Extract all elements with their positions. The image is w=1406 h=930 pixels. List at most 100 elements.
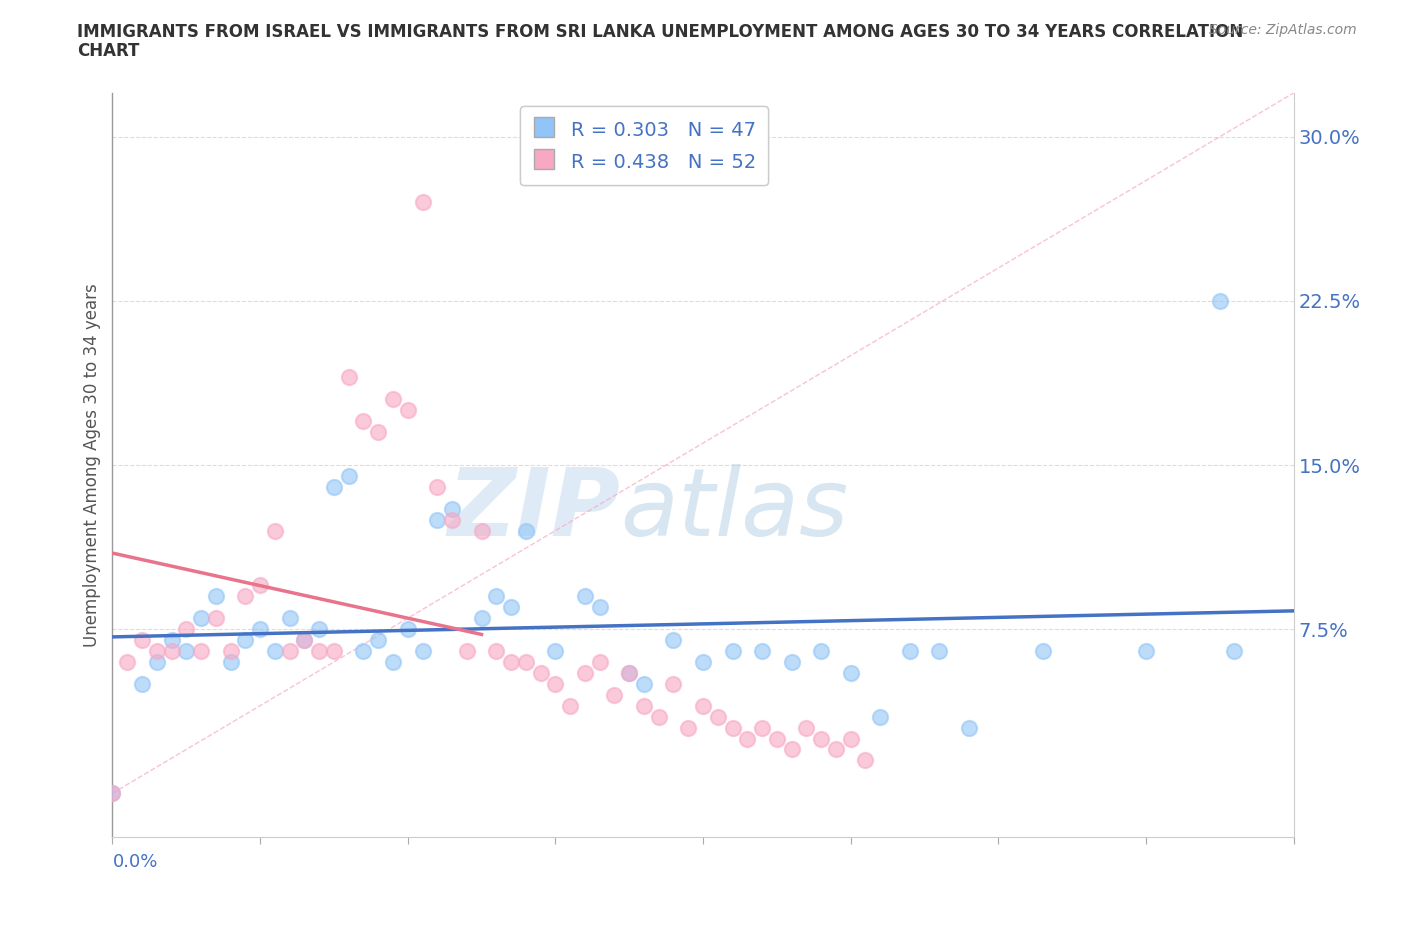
Point xyxy=(264,644,287,658)
Point xyxy=(853,753,877,768)
Point xyxy=(426,512,449,527)
Point xyxy=(544,644,567,658)
Point xyxy=(233,589,256,604)
Point xyxy=(869,710,891,724)
Point xyxy=(323,480,346,495)
Point xyxy=(1208,294,1232,309)
Text: ZIP: ZIP xyxy=(447,464,620,555)
Point xyxy=(751,644,773,658)
Point xyxy=(662,632,685,647)
Point xyxy=(412,195,434,210)
Point xyxy=(619,666,641,681)
Point xyxy=(441,501,464,516)
Point xyxy=(367,425,389,440)
Point xyxy=(560,698,582,713)
Point xyxy=(146,655,169,670)
Text: 0.0%: 0.0% xyxy=(112,853,157,870)
Point xyxy=(603,687,626,702)
Point xyxy=(190,644,212,658)
Point xyxy=(160,644,183,658)
Point xyxy=(471,611,494,626)
Point xyxy=(249,578,271,592)
Point xyxy=(544,676,567,691)
Point xyxy=(456,644,478,658)
Point xyxy=(928,644,950,658)
Y-axis label: Unemployment Among Ages 30 to 34 years: Unemployment Among Ages 30 to 34 years xyxy=(83,283,101,647)
Point xyxy=(160,632,183,647)
Text: IMMIGRANTS FROM ISRAEL VS IMMIGRANTS FROM SRI LANKA UNEMPLOYMENT AMONG AGES 30 T: IMMIGRANTS FROM ISRAEL VS IMMIGRANTS FRO… xyxy=(77,23,1243,41)
Point xyxy=(515,655,537,670)
Point xyxy=(957,720,980,735)
Point xyxy=(292,632,315,647)
Point xyxy=(678,720,700,735)
Point xyxy=(146,644,169,658)
Point xyxy=(382,655,405,670)
Point xyxy=(323,644,346,658)
Point xyxy=(633,698,655,713)
Text: atlas: atlas xyxy=(620,464,849,555)
Point xyxy=(352,414,374,429)
Point xyxy=(219,655,242,670)
Point xyxy=(219,644,242,658)
Point xyxy=(839,666,862,681)
Point xyxy=(529,666,551,681)
Point xyxy=(574,666,596,681)
Point xyxy=(796,720,818,735)
Point xyxy=(471,524,494,538)
Point xyxy=(574,589,596,604)
Point xyxy=(810,644,832,658)
Text: Source: ZipAtlas.com: Source: ZipAtlas.com xyxy=(1209,23,1357,37)
Point xyxy=(292,632,315,647)
Point xyxy=(205,611,228,626)
Point xyxy=(352,644,374,658)
Point xyxy=(898,644,921,658)
Point xyxy=(1223,644,1246,658)
Point xyxy=(308,644,330,658)
Point xyxy=(249,621,271,636)
Point xyxy=(174,644,197,658)
Point xyxy=(810,731,832,746)
Point xyxy=(337,469,360,484)
Point xyxy=(101,786,124,801)
Point xyxy=(190,611,212,626)
Point xyxy=(485,589,508,604)
Point xyxy=(278,644,301,658)
Point xyxy=(588,600,610,615)
Point xyxy=(117,655,138,670)
Point xyxy=(367,632,389,647)
Point xyxy=(737,731,759,746)
Point xyxy=(382,392,405,406)
Point xyxy=(501,600,523,615)
Point xyxy=(588,655,610,670)
Point xyxy=(233,632,256,647)
Text: CHART: CHART xyxy=(77,42,139,60)
Point xyxy=(131,632,153,647)
Point xyxy=(441,512,464,527)
Point xyxy=(780,742,803,757)
Point xyxy=(839,731,862,746)
Point xyxy=(337,370,360,385)
Point xyxy=(412,644,434,658)
Point xyxy=(485,644,508,658)
Point xyxy=(396,403,419,418)
Point xyxy=(501,655,523,670)
Point xyxy=(751,720,773,735)
Point xyxy=(824,742,846,757)
Point xyxy=(396,621,419,636)
Point xyxy=(308,621,330,636)
Point xyxy=(662,676,685,691)
Point xyxy=(692,698,714,713)
Point xyxy=(721,644,744,658)
Point xyxy=(1135,644,1157,658)
Point xyxy=(619,666,641,681)
Point xyxy=(647,710,671,724)
Point xyxy=(692,655,714,670)
Legend: R = 0.303   N = 47, R = 0.438   N = 52: R = 0.303 N = 47, R = 0.438 N = 52 xyxy=(520,106,768,185)
Point xyxy=(721,720,744,735)
Point xyxy=(1032,644,1054,658)
Point xyxy=(278,611,301,626)
Point xyxy=(101,786,124,801)
Point xyxy=(264,524,287,538)
Point xyxy=(515,524,537,538)
Point xyxy=(765,731,787,746)
